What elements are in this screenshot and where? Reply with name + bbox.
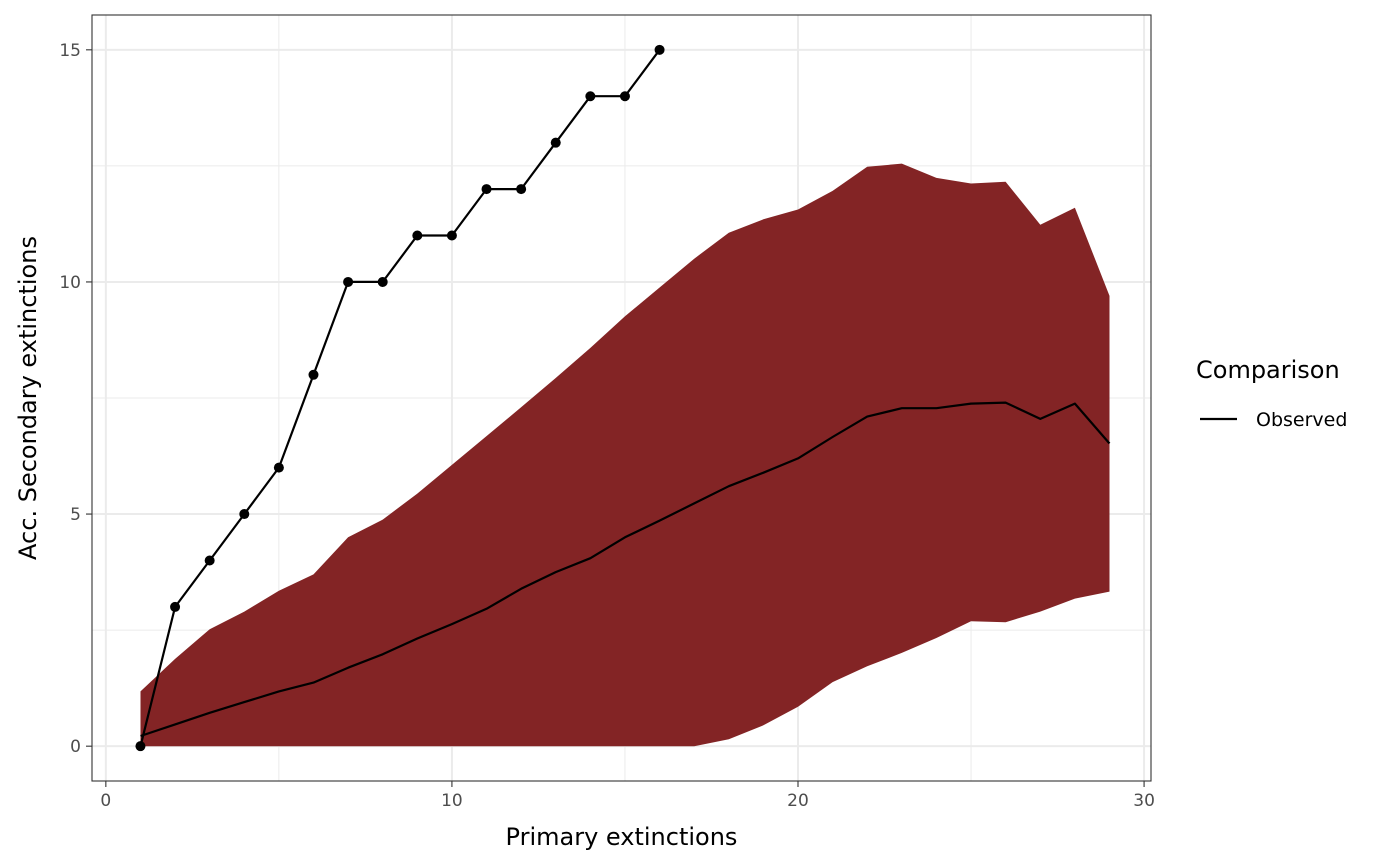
line-layer (139, 49, 1111, 747)
x-tick-label: 0 (100, 791, 111, 811)
observed-point (516, 184, 527, 195)
observed-point (273, 462, 284, 473)
x-tick-label: 20 (787, 791, 809, 811)
band-layer (140, 163, 1110, 747)
observed-line (139, 49, 661, 747)
observed-point (377, 276, 388, 287)
observed-point (585, 91, 596, 102)
y-tick-label: 0 (70, 737, 81, 757)
axis-layer: 0 10 20 30 0 5 10 15 (59, 41, 1155, 811)
observed-point (308, 369, 319, 380)
y-tick-label: 10 (59, 273, 81, 293)
observed-point (135, 741, 146, 752)
legend-label-observed: Observed (1256, 409, 1347, 431)
observed-point (204, 555, 215, 566)
point-layer (135, 44, 665, 752)
y-tick-label: 5 (70, 505, 81, 525)
confidence-band (140, 163, 1110, 747)
observed-point (550, 137, 561, 148)
legend: Comparison Observed (1196, 356, 1347, 431)
observed-point (654, 44, 665, 55)
observed-point (170, 601, 181, 612)
observed-point (343, 276, 354, 287)
y-axis-title: Acc. Secondary extinctions (14, 236, 42, 560)
observed-point (446, 230, 457, 241)
mean-line (140, 401, 1111, 738)
x-tick-label: 30 (1133, 791, 1155, 811)
observed-point (412, 230, 423, 241)
legend-title: Comparison (1196, 356, 1340, 384)
y-tick-label: 15 (59, 41, 81, 61)
x-axis-title: Primary extinctions (506, 823, 738, 851)
observed-point (619, 91, 630, 102)
observed-point (239, 509, 250, 520)
x-tick-label: 10 (441, 791, 463, 811)
observed-point (481, 184, 492, 195)
panel-border (91, 14, 1152, 782)
